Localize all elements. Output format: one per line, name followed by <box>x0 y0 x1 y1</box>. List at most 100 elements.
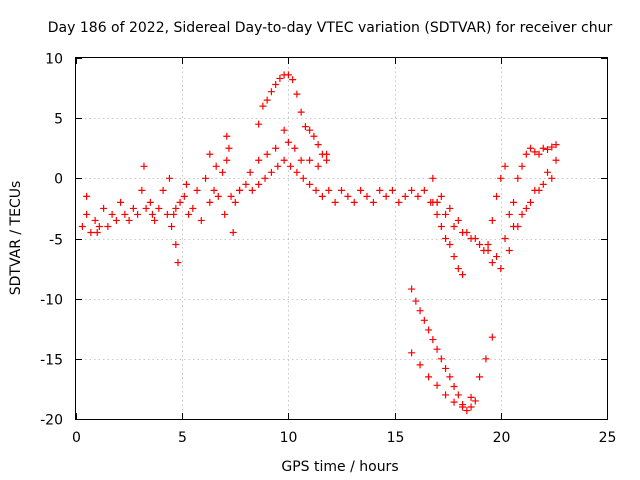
data-point <box>463 228 471 236</box>
data-point <box>331 198 339 206</box>
series-arc-early <box>78 156 244 236</box>
data-point <box>442 391 450 399</box>
data-point <box>535 150 543 158</box>
data-point <box>401 192 409 200</box>
data-point <box>527 198 535 206</box>
data-point <box>151 216 159 224</box>
data-point <box>227 192 235 200</box>
data-point <box>248 186 256 194</box>
data-point <box>376 186 384 194</box>
y-tick-label: -20 <box>40 413 63 429</box>
data-point <box>388 186 396 194</box>
data-point <box>467 393 475 401</box>
y-axis: -20 -15 -10 -5 0 5 10 <box>40 52 607 429</box>
data-point <box>284 138 292 146</box>
data-point <box>140 162 148 170</box>
data-point <box>539 144 547 152</box>
data-point <box>93 228 101 236</box>
data-point <box>454 265 462 273</box>
data-point <box>433 210 441 218</box>
data-point <box>382 192 390 200</box>
data-point <box>148 210 156 218</box>
data-point <box>420 186 428 194</box>
data-point <box>306 156 314 164</box>
data-point <box>501 162 509 170</box>
data-point <box>446 241 454 249</box>
series-arc-secondary-peak <box>246 126 331 176</box>
data-point <box>299 174 307 182</box>
data-point <box>408 349 416 357</box>
data-point <box>91 216 99 224</box>
data-point <box>412 297 420 305</box>
data-point <box>165 174 173 182</box>
data-point <box>482 355 490 363</box>
series-markers <box>78 71 560 415</box>
data-point <box>272 80 280 88</box>
data-point <box>174 259 182 267</box>
data-point <box>425 373 433 381</box>
data-point <box>263 96 271 104</box>
data-point <box>437 355 445 363</box>
data-point <box>242 180 250 188</box>
data-point <box>527 144 535 152</box>
data-point <box>344 192 352 200</box>
data-point <box>170 210 178 218</box>
data-point <box>236 186 244 194</box>
y-tick-label: 5 <box>54 112 63 128</box>
data-point <box>297 156 305 164</box>
data-point <box>267 168 275 176</box>
data-point <box>168 222 176 230</box>
x-tick-label: 15 <box>387 430 405 446</box>
data-point <box>206 150 214 158</box>
data-point <box>293 168 301 176</box>
data-point <box>87 228 95 236</box>
data-point <box>395 198 403 206</box>
data-point <box>488 333 496 341</box>
data-point <box>437 222 445 230</box>
data-point <box>548 143 556 151</box>
data-point <box>471 397 479 405</box>
data-point <box>357 186 365 194</box>
data-point <box>193 186 201 194</box>
data-point <box>293 90 301 98</box>
data-point <box>312 186 320 194</box>
series-arc-main <box>236 156 441 206</box>
x-tick-label: 10 <box>280 430 298 446</box>
data-point <box>225 144 233 152</box>
data-point <box>125 216 133 224</box>
data-point <box>276 74 284 82</box>
data-point <box>255 120 263 128</box>
data-point <box>229 228 237 236</box>
data-point <box>416 307 424 315</box>
data-point <box>442 210 450 218</box>
data-point <box>433 198 441 206</box>
data-point <box>246 168 254 176</box>
data-point <box>267 88 275 96</box>
data-point <box>212 162 220 170</box>
data-point <box>182 180 190 188</box>
data-point <box>287 162 295 170</box>
data-point <box>189 204 197 212</box>
data-point <box>83 210 91 218</box>
data-point <box>497 174 505 182</box>
data-point <box>437 192 445 200</box>
data-point <box>514 174 522 182</box>
data-point <box>514 222 522 230</box>
data-point <box>420 316 428 324</box>
data-point <box>488 259 496 267</box>
data-point <box>210 186 218 194</box>
data-point <box>476 373 484 381</box>
data-point <box>446 373 454 381</box>
data-point <box>155 204 163 212</box>
data-point <box>552 141 560 149</box>
data-point <box>255 180 263 188</box>
data-point <box>310 132 318 140</box>
data-point <box>480 247 488 255</box>
data-point <box>223 132 231 140</box>
data-point <box>301 123 309 131</box>
data-point <box>176 198 184 206</box>
data-point <box>484 241 492 249</box>
data-point <box>318 192 326 200</box>
data-point <box>429 336 437 344</box>
